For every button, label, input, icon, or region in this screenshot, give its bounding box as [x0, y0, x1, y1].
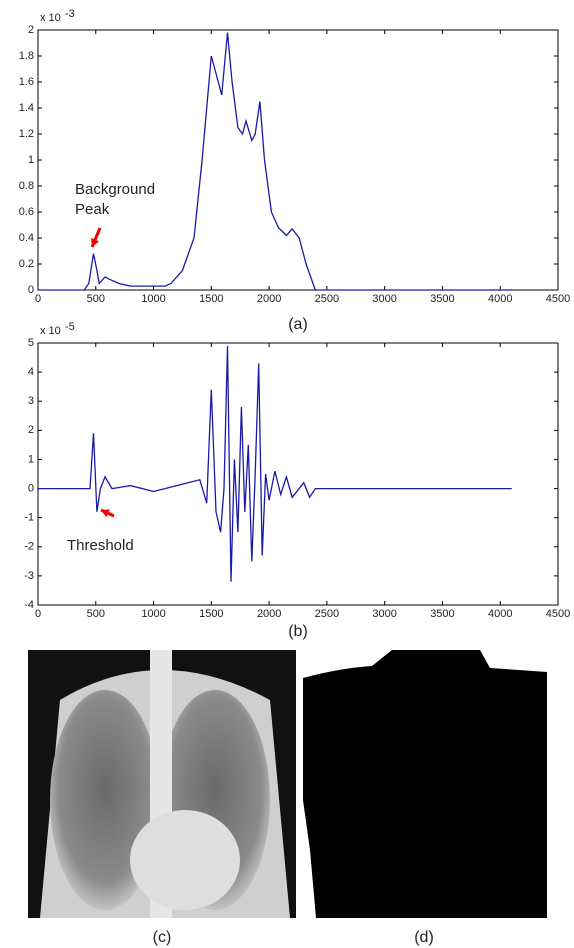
- y-tick-label: -1: [24, 512, 34, 524]
- y-tick-label: 3: [28, 395, 34, 407]
- y-tick-label: 1.2: [19, 128, 34, 140]
- caption: (c): [153, 929, 172, 946]
- caption: (a): [288, 316, 308, 333]
- y-tick-label: 2: [28, 24, 34, 36]
- annotation: Threshold: [67, 537, 134, 554]
- x-tick-label: 1000: [141, 293, 165, 305]
- x-tick-label: 2000: [257, 608, 281, 620]
- x-tick-label: 2500: [315, 293, 339, 305]
- x-tick-label: 0: [35, 293, 41, 305]
- y-tick-label: 0: [28, 284, 34, 296]
- y-tick-label: -4: [24, 599, 34, 611]
- plot-frame: [37, 342, 559, 606]
- caption: (b): [288, 623, 308, 640]
- x-tick-label: 1000: [141, 608, 165, 620]
- x-tick-label: 4000: [488, 608, 512, 620]
- y-tick-label: -2: [24, 541, 34, 553]
- y-tick-label: 0.8: [19, 180, 34, 192]
- plot-frame: [37, 29, 559, 291]
- xray-image: [28, 650, 296, 918]
- x-tick-label: 0: [35, 608, 41, 620]
- x-tick-label: 2000: [257, 293, 281, 305]
- x-tick-label: 4000: [488, 293, 512, 305]
- caption: (d): [414, 929, 434, 946]
- y-tick-label: -3: [24, 570, 34, 582]
- y-scale-exponent: -5: [65, 321, 75, 333]
- x-tick-label: 1500: [199, 293, 223, 305]
- x-tick-label: 1500: [199, 608, 223, 620]
- arrow-head: [101, 509, 110, 518]
- arrow-head: [91, 238, 100, 247]
- x-tick-label: 4500: [546, 293, 570, 305]
- y-scale-base: x 10: [40, 12, 61, 24]
- y-tick-label: 1: [28, 154, 34, 166]
- y-scale-exponent: -3: [65, 8, 75, 20]
- x-tick-label: 3500: [430, 293, 454, 305]
- y-tick-label: 4: [28, 366, 34, 378]
- y-tick-label: 5: [28, 337, 34, 349]
- line-series: [38, 345, 512, 582]
- x-tick-label: 500: [87, 608, 105, 620]
- y-tick-label: 1: [28, 453, 34, 465]
- annotation: Peak: [75, 201, 110, 218]
- y-scale-base: x 10: [40, 325, 61, 337]
- x-tick-label: 4500: [546, 608, 570, 620]
- y-tick-label: 2: [28, 424, 34, 436]
- x-tick-label: 3500: [430, 608, 454, 620]
- y-tick-label: 1.4: [19, 102, 34, 114]
- y-tick-label: 0.6: [19, 206, 34, 218]
- x-tick-label: 3000: [372, 608, 396, 620]
- y-tick-label: 0.2: [19, 258, 34, 270]
- mask-image: [303, 650, 547, 918]
- y-tick-label: 0: [28, 482, 34, 494]
- y-tick-label: 0.4: [19, 232, 34, 244]
- y-tick-label: 1.8: [19, 50, 34, 62]
- x-tick-label: 2500: [315, 608, 339, 620]
- line-series: [38, 32, 512, 291]
- annotation: Background: [75, 181, 155, 198]
- x-tick-label: 3000: [372, 293, 396, 305]
- x-tick-label: 500: [87, 293, 105, 305]
- y-tick-label: 1.6: [19, 76, 34, 88]
